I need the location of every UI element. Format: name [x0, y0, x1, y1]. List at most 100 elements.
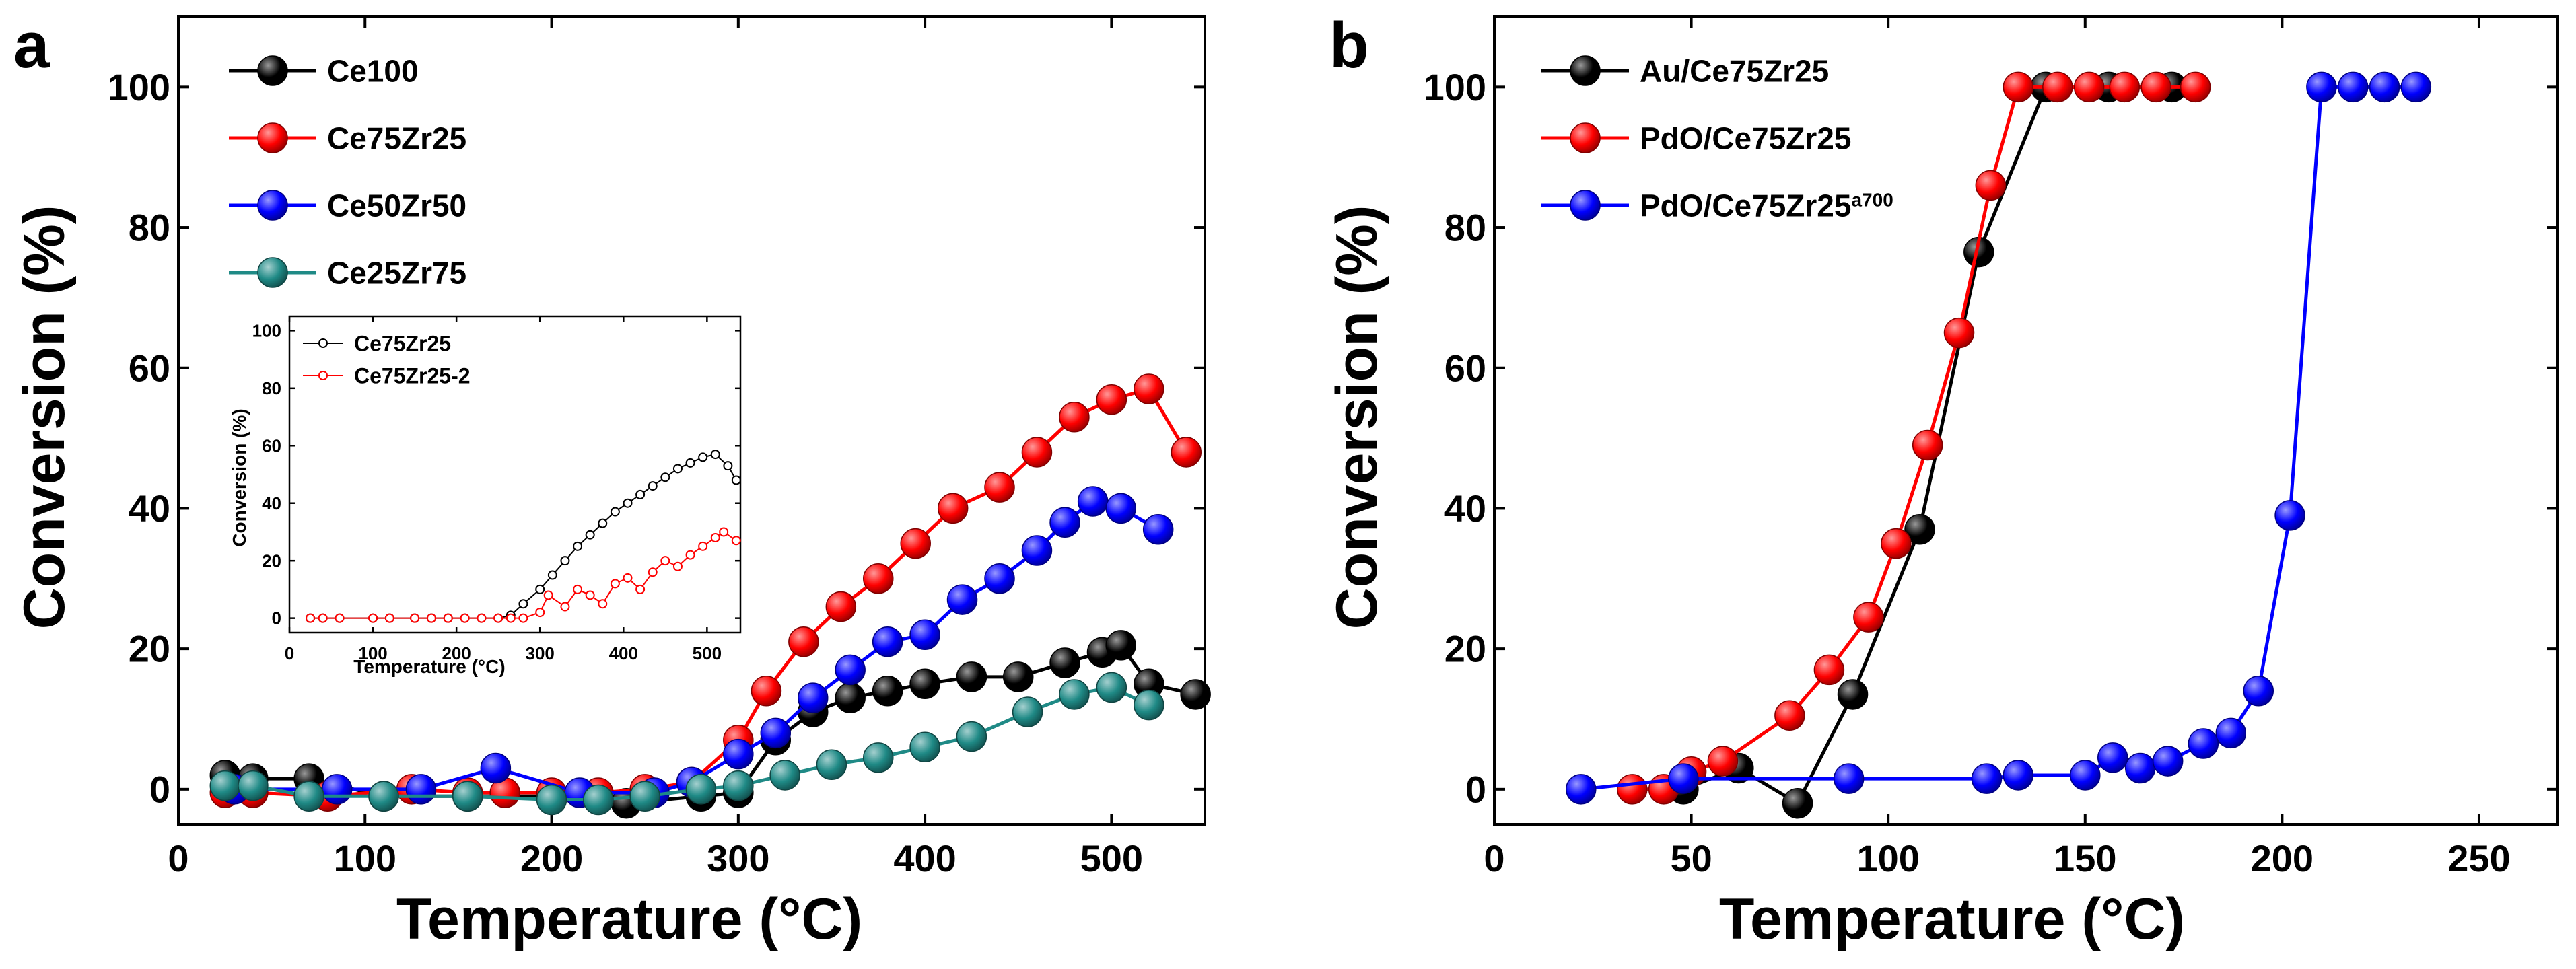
panel-b-plot-area: 0 50 100 150 200 250 0 20 40 60 80 100 Au/Ce75Zr25 Pd…	[1424, 15, 2559, 880]
panel-a-data-point	[452, 781, 483, 812]
panel-a-data-point	[1180, 679, 1211, 710]
panel-a-data-point	[238, 770, 269, 801]
inset-data-point	[685, 550, 695, 560]
inset-data-point	[573, 584, 583, 594]
panel-b-data-point	[2003, 71, 2034, 103]
panel-b-legend-label: PdO/Ce75Zr25	[1640, 121, 1851, 156]
inset-data-point	[518, 599, 528, 609]
panel-a-legend-label: Ce100	[327, 54, 419, 89]
panel-a-data-point	[1134, 689, 1164, 721]
panel-b: b Conversion (%) Temperature (°C) 0 50 100…	[1325, 9, 2559, 952]
inset-ytick-label: 0	[272, 608, 281, 629]
panel-b-data-point	[2003, 760, 2034, 791]
panel-a-data-point	[293, 781, 324, 812]
panel-a-data-point	[1105, 493, 1136, 524]
panel-a-data-point	[1049, 507, 1080, 538]
panel-a-data-point	[984, 563, 1015, 594]
inset-data-point	[460, 613, 470, 623]
panel-a-inset: Conversion (%) Temperature (°C) 0 100 200 3…	[229, 315, 742, 677]
panel-b-data-point	[2097, 742, 2128, 773]
panel-a-data-point	[872, 675, 903, 707]
panel-b-data-point	[1912, 429, 1943, 461]
panel-b-data-point	[2042, 71, 2073, 103]
inset-legend-marker	[318, 338, 328, 348]
panel-b-ytick-label: 20	[1444, 628, 1486, 670]
panel-b-data-point	[2337, 71, 2369, 103]
inset-data-point	[731, 475, 741, 485]
panel-b-data-point	[2180, 71, 2211, 103]
inset-data-point	[535, 608, 545, 618]
panel-b-legend-label: PdO/Ce75Zr25a700	[1640, 188, 1893, 223]
panel-b-xtick-label: 200	[2251, 837, 2313, 880]
inset-frame	[288, 315, 742, 634]
inset-data-point	[543, 590, 553, 600]
panel-a-data-point	[984, 472, 1015, 503]
panel-a-data-point	[946, 584, 978, 615]
panel-a-data-point	[1012, 696, 1043, 727]
panel-a-y-axis-label: Conversion (%)	[12, 205, 77, 630]
panel-a-ylabel: Conversion (%)	[12, 205, 77, 630]
panel-b-data-point	[1943, 317, 1975, 349]
panel-b-ytick-label: 0	[1465, 768, 1486, 810]
inset-data-point	[506, 613, 516, 623]
panel-a-data-point	[1105, 630, 1136, 661]
panel-b-data-point	[2306, 71, 2337, 103]
panel-b-xlabel: Temperature (°C)	[1719, 887, 2185, 952]
inset-xtick-label: 500	[693, 643, 722, 663]
panel-a: a Conversion (%) Temperature (°C) 0 100 20…	[12, 9, 1211, 952]
inset-data-point	[623, 573, 633, 583]
panel-b-data-point	[2188, 728, 2219, 759]
panel-a-legend-label: Ce50Zr50	[327, 188, 466, 223]
panel-a-data-point	[1021, 535, 1053, 566]
panel-a-data-point	[405, 774, 437, 805]
panel-a-data-point	[956, 721, 987, 752]
panel-b-legend-marker	[1570, 190, 1601, 221]
inset-data-point	[493, 613, 503, 623]
inset-data-point	[635, 584, 646, 594]
inset-data-point	[698, 541, 708, 551]
inset-ytick-label: 60	[262, 435, 281, 456]
panel-a-xtick-label: 500	[1080, 837, 1143, 880]
inset-data-point	[648, 567, 658, 577]
panel-b-ylabel: Conversion (%)	[1325, 205, 1389, 630]
panel-a-data-point	[1077, 486, 1109, 517]
inset-data-point	[547, 570, 557, 580]
panel-b-legend-marker	[1570, 55, 1601, 86]
panel-a-frame	[177, 15, 1206, 826]
panel-a-legend-label: Ce25Zr75	[327, 256, 466, 291]
panel-b-data-point	[2215, 717, 2247, 749]
inset-xtick-label: 100	[358, 643, 387, 663]
inset-legend-label: Ce75Zr25	[354, 332, 451, 356]
panel-a-ytick-label: 20	[129, 628, 170, 670]
panel-a-xlabel: Temperature (°C)	[396, 887, 862, 952]
panel-b-ytick-label: 80	[1444, 207, 1486, 249]
panel-a-ytick-label: 100	[108, 66, 170, 108]
panel-a-data-point	[909, 668, 940, 700]
panel-a-legend-marker	[257, 190, 288, 221]
panel-b-data-point	[1975, 170, 2007, 201]
inset-data-point	[648, 481, 658, 491]
inset-series-line	[310, 453, 737, 619]
panel-a-ytick-label: 60	[129, 347, 170, 389]
panel-a-data-point	[1171, 437, 1202, 468]
panel-b-data-point	[2243, 675, 2274, 707]
panel-a-xtick-label: 0	[168, 837, 188, 880]
inset-ytick-label: 40	[262, 493, 281, 513]
panel-a-data-point	[816, 749, 847, 781]
inset-xtick-label: 400	[609, 643, 638, 663]
panel-b-legend-marker	[1570, 122, 1601, 153]
panel-a-data-point	[863, 563, 894, 594]
panel-a-ytick-label: 80	[129, 207, 170, 249]
inset-data-point	[560, 556, 570, 566]
panel-a-ytick-label: 40	[129, 487, 170, 530]
panel-a-data-point	[536, 784, 567, 816]
inset-data-point	[710, 450, 720, 460]
panel-a-data-point	[769, 760, 800, 791]
inset-ytick-label: 100	[252, 320, 281, 340]
inset-data-point	[560, 602, 570, 612]
inset-data-point	[698, 452, 708, 462]
inset-data-point	[518, 613, 528, 623]
panel-b-data-point	[1617, 774, 1648, 805]
panel-a-legend-marker	[257, 55, 288, 86]
